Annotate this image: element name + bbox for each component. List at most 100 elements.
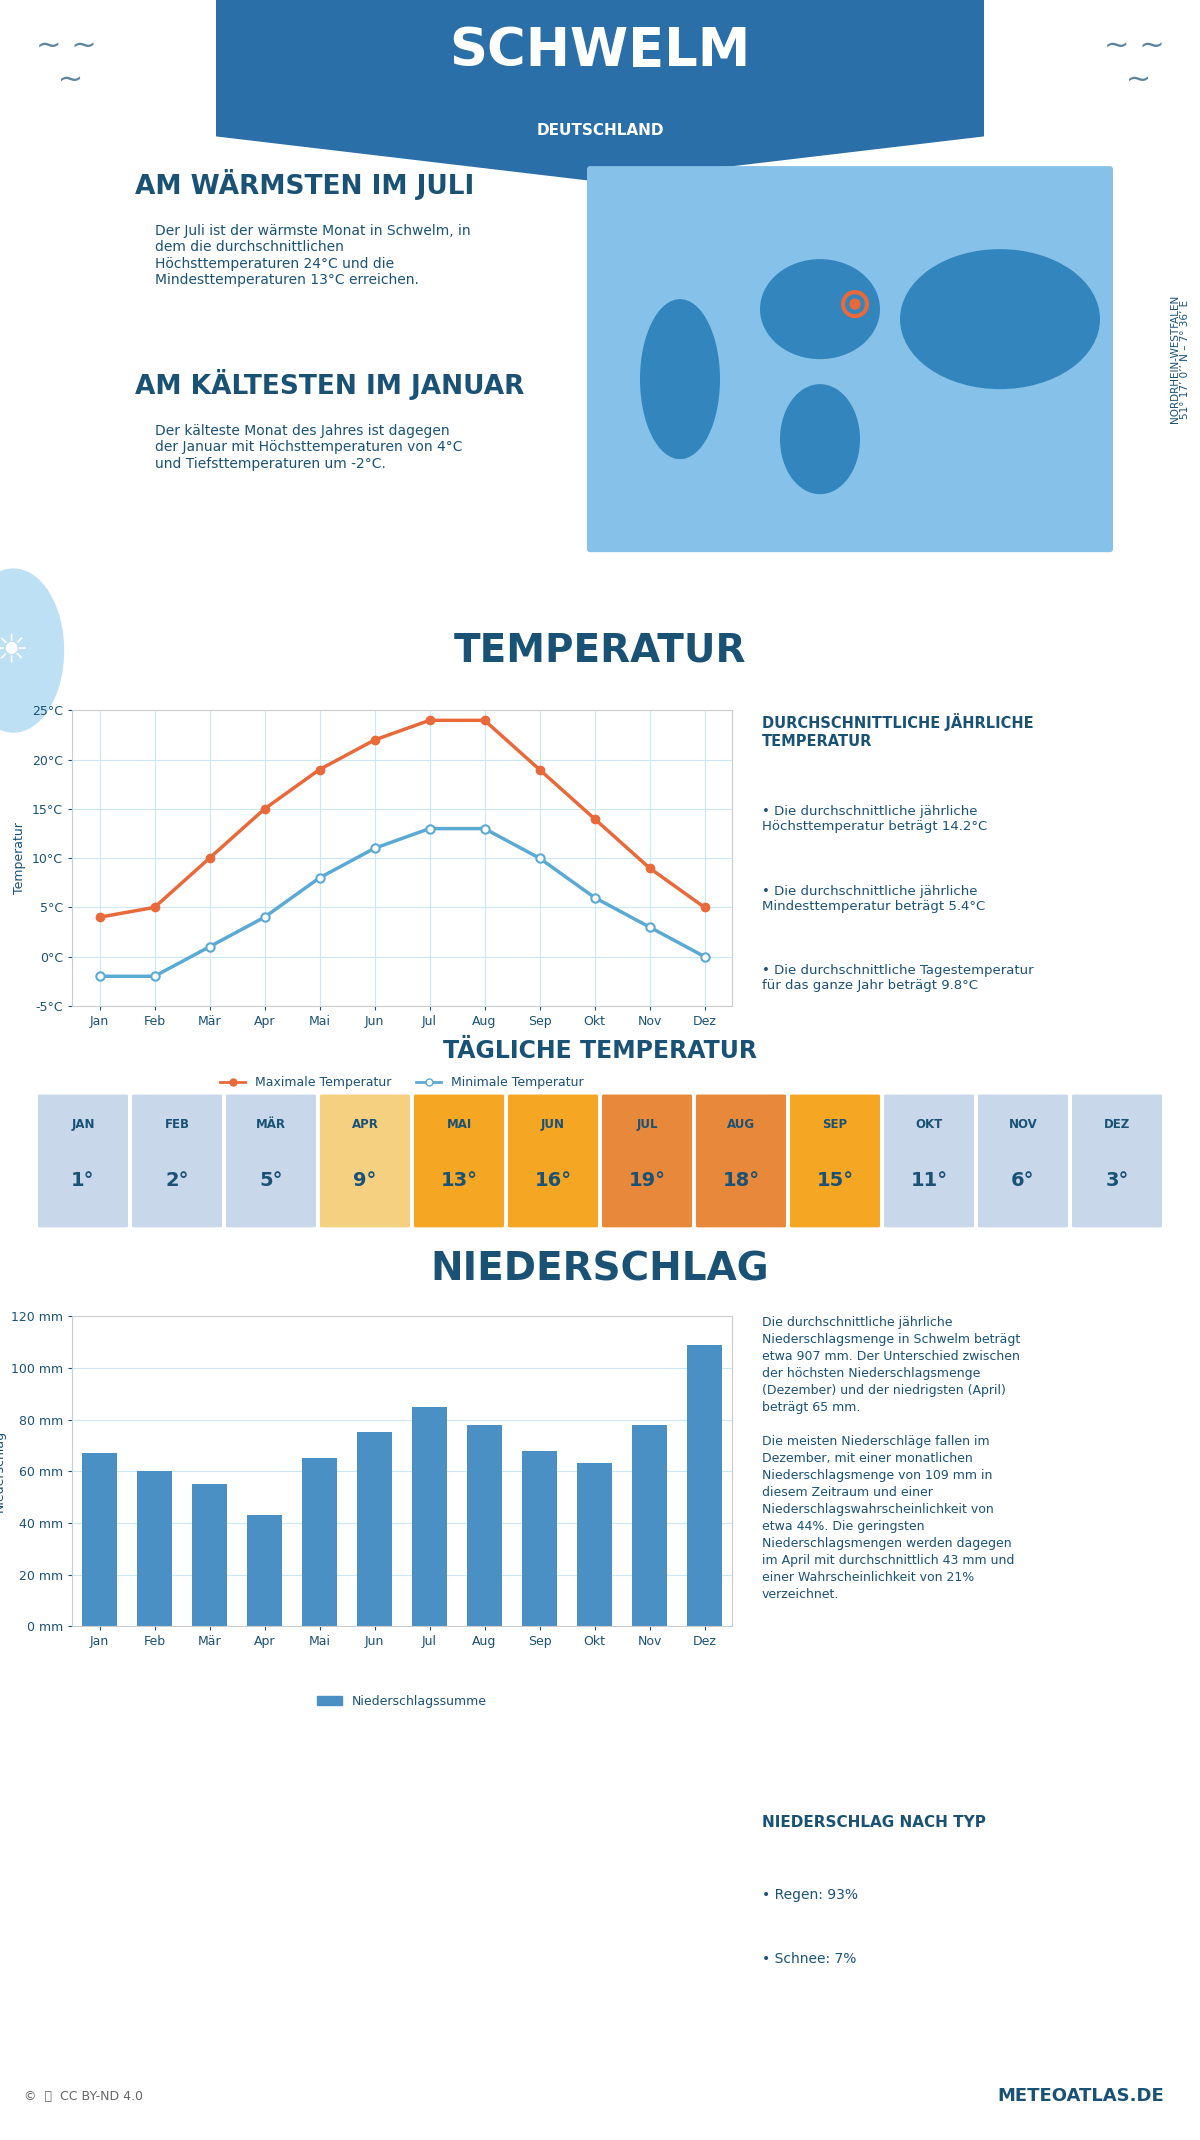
Text: 6°: 6° <box>1012 1171 1034 1190</box>
Text: 29%: 29% <box>722 1727 760 1742</box>
Text: 18°: 18° <box>722 1171 760 1190</box>
Text: FEB: FEB <box>166 1774 188 1785</box>
Text: 51° 17’ 0’’ N – 7° 36’ E: 51° 17’ 0’’ N – 7° 36’ E <box>1180 300 1190 419</box>
Text: ~ ~
 ~: ~ ~ ~ <box>36 32 96 94</box>
Text: NORDRHEIN-WESTFALEN: NORDRHEIN-WESTFALEN <box>1170 295 1180 424</box>
Text: AM WÄRMSTEN IM JULI: AM WÄRMSTEN IM JULI <box>134 169 474 201</box>
FancyBboxPatch shape <box>601 1094 694 1228</box>
Text: 15°: 15° <box>816 1171 853 1190</box>
FancyBboxPatch shape <box>319 1094 412 1228</box>
Text: 5°: 5° <box>259 1171 283 1190</box>
Text: ©  ⓘ  CC BY-ND 4.0: © ⓘ CC BY-ND 4.0 <box>24 2089 143 2104</box>
Text: 13°: 13° <box>440 1171 478 1190</box>
Text: • Die durchschnittliche jährliche
Mindesttemperatur beträgt 5.4°C: • Die durchschnittliche jährliche Mindes… <box>762 884 985 914</box>
Ellipse shape <box>900 248 1100 389</box>
Ellipse shape <box>640 300 720 460</box>
Text: NOV: NOV <box>1010 1774 1036 1785</box>
Text: Der Juli ist der wärmste Monat in Schwelm, in
dem die durchschnittlichen
Höchstt: Der Juli ist der wärmste Monat in Schwel… <box>155 225 470 287</box>
Bar <box>413 1406 446 1626</box>
Bar <box>577 1464 612 1626</box>
FancyBboxPatch shape <box>883 1094 976 1228</box>
Text: ~ ~
 ~: ~ ~ ~ <box>1104 32 1164 94</box>
Circle shape <box>850 300 860 308</box>
Text: OKT: OKT <box>917 1774 941 1785</box>
Text: MÄR: MÄR <box>256 1119 286 1132</box>
Bar <box>302 1457 336 1626</box>
Text: 27%: 27% <box>629 1727 665 1742</box>
Ellipse shape <box>0 569 65 732</box>
Text: 44%: 44% <box>1099 1727 1135 1742</box>
Ellipse shape <box>760 259 880 360</box>
Text: AUG: AUG <box>727 1119 755 1132</box>
FancyBboxPatch shape <box>37 1094 130 1228</box>
Bar <box>192 1485 227 1626</box>
Text: AUG: AUG <box>728 1774 754 1785</box>
Text: DEUTSCHLAND: DEUTSCHLAND <box>536 124 664 139</box>
Bar <box>138 1472 172 1626</box>
Text: 9°: 9° <box>353 1171 377 1190</box>
Text: JUN: JUN <box>542 1774 564 1785</box>
Text: 3°: 3° <box>1105 1171 1129 1190</box>
Text: 19°: 19° <box>629 1171 666 1190</box>
Ellipse shape <box>780 385 860 494</box>
Text: TÄGLICHE TEMPERATUR: TÄGLICHE TEMPERATUR <box>443 1038 757 1064</box>
FancyBboxPatch shape <box>788 1094 881 1228</box>
Text: 2°: 2° <box>166 1171 188 1190</box>
Text: • Schnee: 7%: • Schnee: 7% <box>762 1952 857 1967</box>
Text: 35%: 35% <box>158 1727 196 1742</box>
Text: JAN: JAN <box>71 1119 95 1132</box>
Text: 21%: 21% <box>347 1727 383 1742</box>
Bar <box>688 1344 721 1626</box>
Text: MAI: MAI <box>446 1119 472 1132</box>
Text: SEP: SEP <box>824 1774 846 1785</box>
Text: APR: APR <box>352 1119 378 1132</box>
FancyBboxPatch shape <box>695 1094 787 1228</box>
Text: JUL: JUL <box>636 1119 658 1132</box>
Text: NOV: NOV <box>1009 1119 1037 1132</box>
Text: JAN: JAN <box>73 1774 94 1785</box>
Text: 34%: 34% <box>911 1727 947 1742</box>
Text: • Regen: 93%: • Regen: 93% <box>762 1887 858 1902</box>
Text: • Die durchschnittliche jährliche
Höchsttemperatur beträgt 14.2°C: • Die durchschnittliche jährliche Höchst… <box>762 805 988 832</box>
Bar <box>468 1425 502 1626</box>
Text: MÄR: MÄR <box>258 1774 284 1785</box>
Text: MAI: MAI <box>448 1774 470 1785</box>
Text: 27%: 27% <box>535 1727 571 1742</box>
Text: 34%: 34% <box>1004 1727 1042 1742</box>
Text: DEZ: DEZ <box>1105 1774 1129 1785</box>
FancyBboxPatch shape <box>413 1094 505 1228</box>
Text: NIEDERSCHLAGSWAHRSCHEINLICHKEIT: NIEDERSCHLAGSWAHRSCHEINLICHKEIT <box>416 1656 784 1676</box>
Text: DEZ: DEZ <box>1104 1119 1130 1132</box>
Text: 39%: 39% <box>65 1727 101 1742</box>
Text: FEB: FEB <box>164 1119 190 1132</box>
Text: JUL: JUL <box>637 1774 656 1785</box>
Text: NIEDERSCHLAG: NIEDERSCHLAG <box>431 1250 769 1288</box>
FancyBboxPatch shape <box>506 1094 599 1228</box>
Text: SEP: SEP <box>822 1119 847 1132</box>
Text: • Die durchschnittliche Tagestemperatur
für das ganze Jahr beträgt 9.8°C: • Die durchschnittliche Tagestemperatur … <box>762 965 1033 993</box>
Y-axis label: Temperatur: Temperatur <box>13 822 26 895</box>
Text: AM KÄLTESTEN IM JANUAR: AM KÄLTESTEN IM JANUAR <box>134 368 524 400</box>
FancyBboxPatch shape <box>1070 1094 1163 1228</box>
Text: DURCHSCHNITTLICHE JÄHRLICHE
TEMPERATUR: DURCHSCHNITTLICHE JÄHRLICHE TEMPERATUR <box>762 713 1033 749</box>
Text: ⛅: ⛅ <box>0 1252 22 1286</box>
Text: Die durchschnittliche jährliche
Niederschlagsmenge in Schwelm beträgt
etwa 907 m: Die durchschnittliche jährliche Niedersc… <box>762 1316 1020 1601</box>
Text: Der kälteste Monat des Jahres ist dagegen
der Januar mit Höchsttemperaturen von : Der kälteste Monat des Jahres ist dagege… <box>155 424 462 471</box>
Text: 28%: 28% <box>253 1727 289 1742</box>
FancyBboxPatch shape <box>587 167 1114 552</box>
Bar <box>83 1453 116 1626</box>
Text: 16°: 16° <box>534 1171 571 1190</box>
Bar <box>522 1451 557 1626</box>
FancyBboxPatch shape <box>131 1094 223 1228</box>
Text: 26%: 26% <box>440 1727 478 1742</box>
Text: METEOATLAS.DE: METEOATLAS.DE <box>997 2086 1164 2106</box>
Bar <box>247 1515 282 1626</box>
Legend: Maximale Temperatur, Minimale Temperatur: Maximale Temperatur, Minimale Temperatur <box>215 1070 589 1094</box>
FancyBboxPatch shape <box>224 1094 317 1228</box>
Bar <box>358 1432 391 1626</box>
FancyBboxPatch shape <box>977 1094 1069 1228</box>
Text: APR: APR <box>353 1774 377 1785</box>
Text: 11°: 11° <box>911 1171 948 1190</box>
Text: 26%: 26% <box>817 1727 853 1742</box>
Text: OKT: OKT <box>916 1119 943 1132</box>
